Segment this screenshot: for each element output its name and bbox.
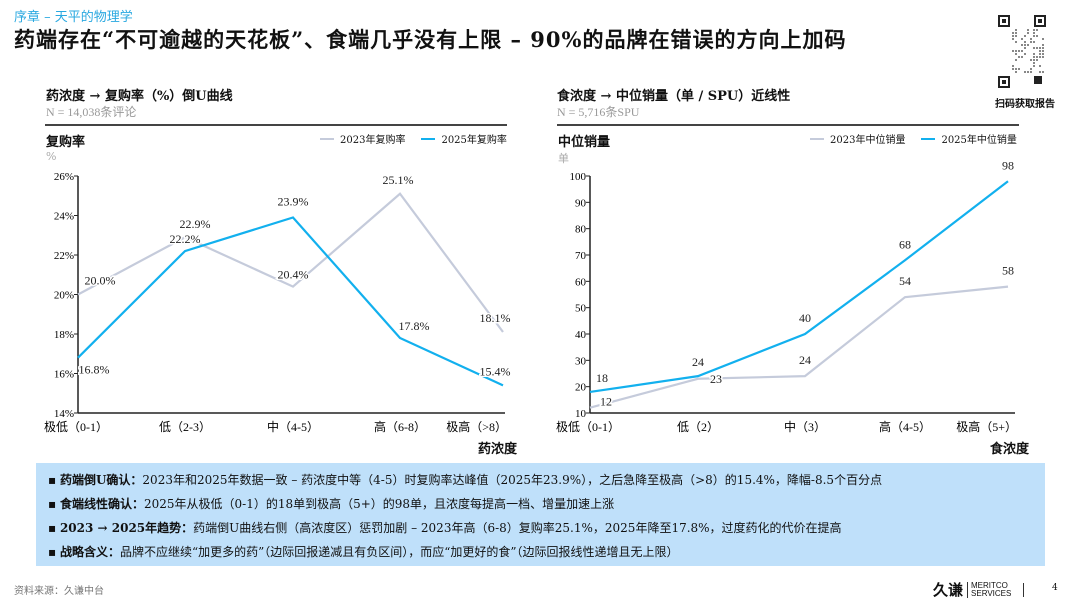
y-tick-label: 24% <box>54 211 74 223</box>
y-tick-label: 100 <box>570 171 587 183</box>
data-label: 40 <box>799 311 811 325</box>
chart2-subtitle: N = 5,716条SPU <box>557 105 640 119</box>
data-label: 16.8% <box>79 363 110 377</box>
chart1-title: 药浓度 → 复购率（%）倒U曲线 <box>46 89 233 104</box>
y-tick-label: 26% <box>54 171 74 183</box>
y-tick-label: 16% <box>54 369 74 381</box>
chart1-rule <box>45 124 507 126</box>
chart1-xlabel: 药浓度 <box>478 442 518 457</box>
x-tick-label: 极低（0-1） <box>556 420 620 434</box>
x-tick-label: 极低（0-1） <box>44 420 108 434</box>
data-label: 54 <box>899 274 911 288</box>
data-label: 15.4% <box>480 364 511 378</box>
section-kicker: 序章 – 天平的物理学 <box>14 10 133 25</box>
data-label: 18.1% <box>480 311 511 325</box>
legend-label: 2025年复购率 <box>441 135 507 146</box>
qr-caption: 扫码获取报告 <box>995 99 1055 110</box>
x-tick-label: 高（6-8） <box>374 419 426 434</box>
insight-item: ▪ 2023 → 2025年趋势：药端倒U曲线右侧（高浓度区）惩罚加剧 – 20… <box>48 521 842 535</box>
data-label: 24 <box>799 353 811 367</box>
data-label: 23 <box>710 372 722 386</box>
data-label: 20.0% <box>85 274 116 288</box>
legend-swatch <box>320 137 334 140</box>
x-tick-label: 中（3） <box>784 419 826 434</box>
chart1-yunit: % <box>46 150 57 163</box>
y-tick-label: 20% <box>54 290 74 302</box>
x-tick-label: 中（4-5） <box>267 419 319 434</box>
chart2-xlabel: 食浓度 <box>990 442 1030 457</box>
data-label: 12 <box>600 395 612 409</box>
legend-swatch <box>921 137 936 140</box>
data-label: 58 <box>1002 264 1014 278</box>
y-tick-label: 70 <box>575 250 587 262</box>
legend-label: 2023年复购率 <box>340 135 406 146</box>
y-tick-label: 40 <box>575 329 587 341</box>
chart1-ylabel: 复购率 <box>46 135 86 150</box>
insight-item: ▪ 食端线性确认：2025年从极低（0-1）的18单到极高（5+）的98单，且浓… <box>48 497 615 511</box>
data-label: 17.8% <box>399 319 430 333</box>
chart1-subtitle: N = 14,038条评论 <box>46 105 137 119</box>
data-label: 23.9% <box>278 194 309 208</box>
page-number: 4 <box>1052 583 1058 593</box>
x-tick-label: 低（2） <box>677 420 719 434</box>
x-tick-label: 高（4-5） <box>879 419 931 434</box>
legend-label: 2025年中位销量 <box>941 135 1017 146</box>
chart2-ylabel: 中位销量 <box>558 135 611 150</box>
chart2-title: 食浓度 → 中位销量（单 / SPU）近线性 <box>557 89 791 104</box>
chart1-legend: 2023年复购率 2025年复购率 <box>320 131 507 146</box>
data-label: 24 <box>692 355 704 369</box>
y-tick-label: 90 <box>575 197 587 209</box>
y-tick-label: 18% <box>54 329 74 341</box>
y-tick-label: 50 <box>575 303 587 315</box>
page-title: 药端存在“不可逾越的天花板”、食端几乎没有上限 – 90%的品牌在错误的方向上加… <box>14 27 847 52</box>
chart2-rule <box>557 124 1019 126</box>
data-label: 68 <box>899 237 911 251</box>
source-note: 资料来源：久谦中台 <box>14 586 104 597</box>
legend-label: 2023年中位销量 <box>830 135 906 146</box>
data-label: 18 <box>596 371 608 385</box>
legend-swatch <box>810 137 824 140</box>
x-tick-label: 极高（5+） <box>956 419 1017 434</box>
series-line-2023 <box>589 285 1009 409</box>
series-line-2025 <box>589 180 1009 394</box>
series-line-2025 <box>77 216 504 387</box>
y-tick-label: 14% <box>54 408 74 420</box>
insights-box: ▪ 药端倒U确认：2023年和2025年数据一致 – 药浓度中等（4-5）时复购… <box>36 463 1045 566</box>
chart2-legend: 2023年中位销量 2025年中位销量 <box>810 131 1017 146</box>
series-line-2023 <box>77 192 504 333</box>
x-tick-label: 极高（>8） <box>446 419 507 434</box>
insight-item: ▪ 药端倒U确认：2023年和2025年数据一致 – 药浓度中等（4-5）时复购… <box>48 473 883 487</box>
y-tick-label: 30 <box>575 355 587 367</box>
y-tick-label: 60 <box>575 276 587 288</box>
chart2-yunit: 单 <box>558 152 569 165</box>
qr-code-icon[interactable] <box>997 14 1047 89</box>
y-tick-label: 80 <box>575 224 587 236</box>
insight-item: ▪ 战略含义：品牌不应继续“加更多的药”（边际回报递减且有负区间），而应“加更好… <box>48 545 679 559</box>
data-label: 25.1% <box>383 173 414 187</box>
y-tick-label: 20 <box>575 382 587 394</box>
data-label: 20.4% <box>278 268 309 282</box>
y-tick-label: 10 <box>575 408 587 420</box>
x-tick-label: 低（2-3） <box>159 420 211 434</box>
company-logo: 久谦 MERITCO SERVICES <box>933 579 1025 600</box>
data-label: 98 <box>1002 158 1014 172</box>
data-label: 22.9% <box>180 217 211 231</box>
data-label: 22.2% <box>170 232 201 246</box>
y-tick-label: 22% <box>54 250 74 262</box>
legend-swatch <box>421 137 436 140</box>
